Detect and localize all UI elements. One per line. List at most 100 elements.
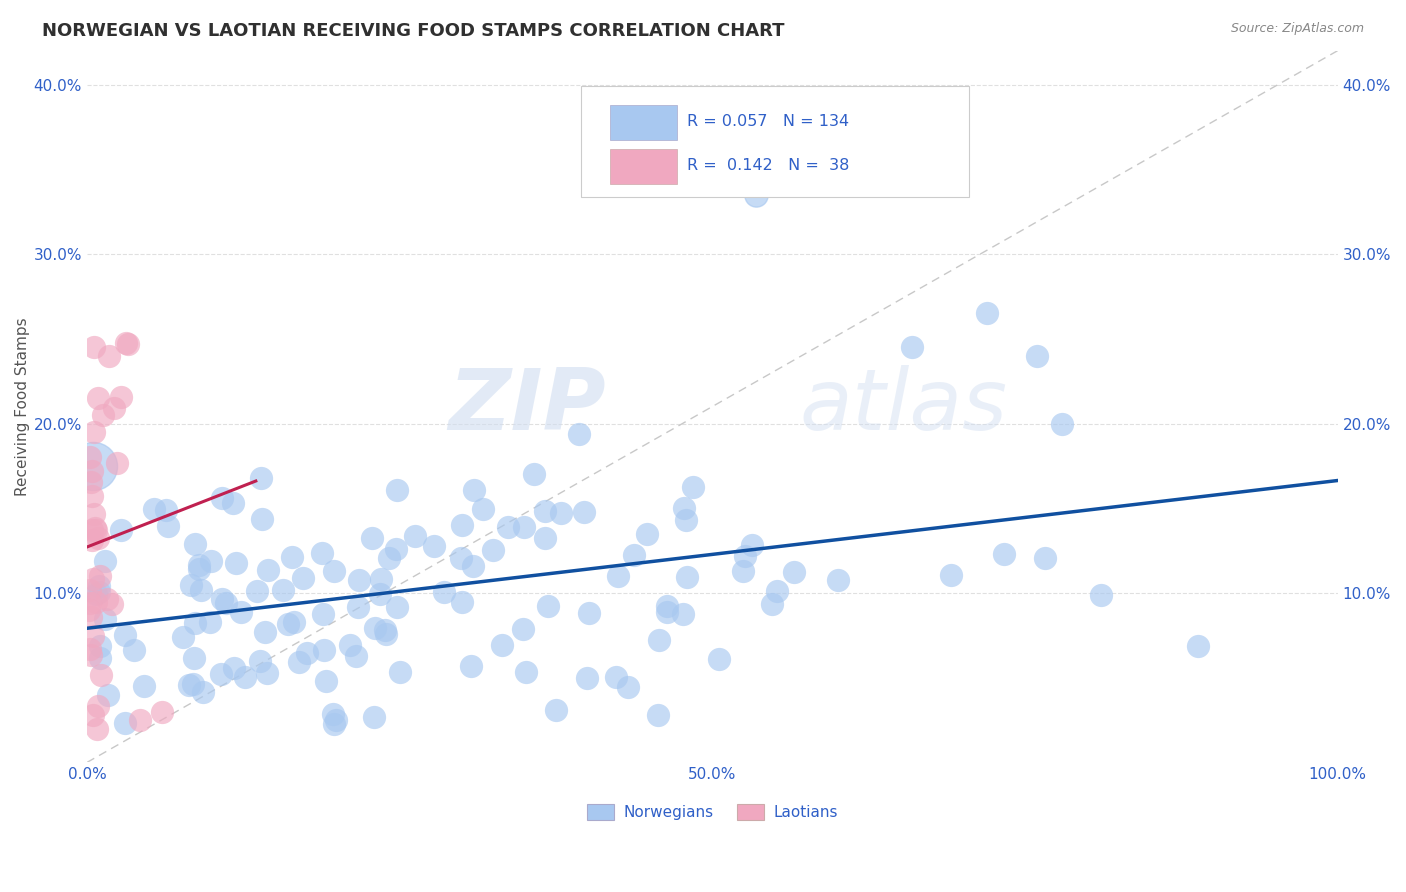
Point [617, 681, 640, 695]
Point [79, 603, 101, 617]
Point [94, 553, 117, 567]
Point [312, 642, 335, 657]
Point [655, 599, 678, 613]
Point [114, 628, 136, 642]
Point [181, 677, 204, 691]
Point [575, 671, 598, 685]
Point [231, 605, 253, 619]
Point [273, 582, 295, 597]
Point [496, 520, 519, 534]
Point [84, 595, 107, 609]
Point [98, 349, 121, 363]
Point [533, 504, 555, 518]
Point [80, 523, 103, 537]
Point [472, 502, 495, 516]
Point [179, 678, 201, 692]
Point [370, 587, 392, 601]
Point [222, 496, 245, 510]
Point [253, 624, 276, 639]
Point [79, 596, 101, 610]
Point [623, 548, 645, 562]
Point [1033, 550, 1056, 565]
Point [297, 646, 319, 660]
Point [101, 597, 124, 611]
Point [378, 551, 401, 566]
Text: ZIP: ZIP [449, 365, 606, 448]
Point [172, 630, 194, 644]
Point [84, 524, 107, 538]
Point [250, 512, 273, 526]
Point [89, 569, 111, 583]
Point [132, 679, 155, 693]
Text: R = 0.057   N = 134: R = 0.057 N = 134 [688, 114, 849, 129]
Point [114, 715, 136, 730]
Point [374, 624, 396, 638]
Point [89, 579, 111, 593]
Point [636, 527, 658, 541]
Y-axis label: Receiving Food Stamps: Receiving Food Stamps [15, 318, 30, 496]
Point [105, 456, 128, 470]
Point [460, 658, 482, 673]
Point [180, 578, 202, 592]
Point [385, 599, 408, 614]
Point [200, 553, 222, 567]
Point [993, 547, 1015, 561]
Point [79, 609, 101, 624]
Point [741, 537, 763, 551]
Point [901, 340, 924, 354]
Point [80, 464, 103, 478]
Point [188, 558, 211, 572]
Point [827, 573, 849, 587]
Text: Source: ZipAtlas.com: Source: ZipAtlas.com [1230, 22, 1364, 36]
Point [91, 408, 114, 422]
Point [80, 489, 103, 503]
Point [607, 568, 630, 582]
Point [80, 533, 103, 547]
Point [578, 607, 600, 621]
Point [257, 563, 280, 577]
Point [533, 531, 555, 545]
Point [155, 503, 177, 517]
Point [568, 426, 591, 441]
Point [550, 506, 572, 520]
Point [277, 616, 299, 631]
Point [312, 607, 335, 621]
Text: NORWEGIAN VS LAOTIAN RECEIVING FOOD STAMPS CORRELATION CHART: NORWEGIAN VS LAOTIAN RECEIVING FOOD STAM… [42, 22, 785, 40]
Point [82, 458, 104, 473]
Point [200, 615, 222, 629]
Point [79, 641, 101, 656]
Point [676, 570, 699, 584]
Point [84, 521, 107, 535]
Point [87, 698, 110, 713]
Point [157, 519, 180, 533]
Point [215, 596, 238, 610]
Point [80, 475, 103, 490]
Point [103, 401, 125, 415]
Point [1090, 588, 1112, 602]
Point [97, 688, 120, 702]
Point [188, 562, 211, 576]
Point [605, 670, 627, 684]
Point [86, 722, 108, 736]
Point [79, 648, 101, 663]
Point [184, 616, 207, 631]
Point [209, 666, 232, 681]
Point [389, 665, 412, 679]
Point [647, 707, 669, 722]
Point [647, 632, 669, 647]
Point [83, 508, 105, 522]
Point [122, 643, 145, 657]
Point [84, 586, 107, 600]
Point [110, 390, 132, 404]
Point [193, 685, 215, 699]
Point [574, 505, 596, 519]
Point [344, 649, 367, 664]
Point [537, 599, 560, 614]
Point [387, 483, 409, 498]
Point [256, 665, 278, 680]
Point [287, 656, 309, 670]
Point [461, 559, 484, 574]
Point [733, 564, 755, 578]
Point [374, 627, 396, 641]
Point [761, 597, 783, 611]
